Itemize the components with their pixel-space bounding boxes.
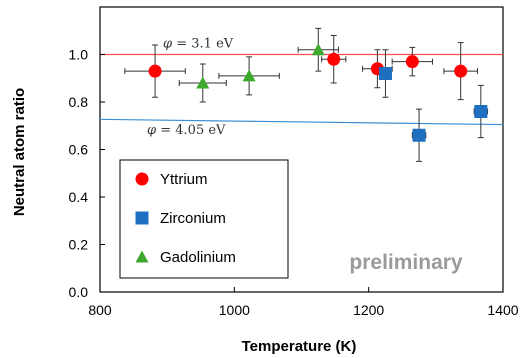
legend-gadolinium-marker [135,250,149,263]
legend-yttrium-marker [135,172,149,186]
x-tick-label: 1200 [353,302,384,318]
yttrium-point [148,64,162,78]
legend-entry-label: Gadolinium [160,249,236,266]
zirconium-point [378,67,392,80]
x-axis-title: Temperature (K) [242,338,357,355]
zirconium-point [412,128,426,142]
yttrium-point [405,55,419,69]
y-tick-label: 0.6 [69,142,89,158]
y-tick-label: 0.8 [69,94,89,110]
y-axis-title: Neutral atom ratio [11,88,28,216]
data-markers [148,43,488,142]
legend-zirconium-marker [135,211,149,225]
y-axis-ticks: 0.0 0.2 0.4 0.6 0.8 1.0 [69,47,105,300]
y-tick-label: 0.0 [69,284,89,300]
preliminary-annotation: preliminary [349,251,463,274]
zirconium-point [474,105,488,118]
x-tick-label: 1000 [219,302,250,318]
legend: Yttrium Zirconium Gadolinium [119,159,289,279]
gadolinium-point [242,69,256,82]
gadolinium-point [311,43,325,56]
y-tick-label: 1.0 [69,47,89,63]
y-tick-label: 0.4 [69,189,89,205]
reference-line-label: φ = 4.05 eV [147,123,226,138]
x-axis-ticks: 800 1000 1200 1400 [88,287,519,318]
reference-line-label: φ = 3.1 eV [163,37,234,52]
legend-entry-label: Yttrium [160,171,208,188]
yttrium-point [327,52,341,66]
gadolinium-point [196,76,210,89]
reference-line [99,118,504,126]
x-tick-label: 800 [88,302,112,318]
reference-line-labels: φ = 3.1 eV φ = 4.05 eV [147,37,234,138]
y-tick-label: 0.2 [69,237,89,253]
x-tick-label: 1400 [487,302,518,318]
reference-lines [99,53,504,126]
legend-entry-label: Zirconium [160,210,226,227]
yttrium-point [454,64,468,78]
